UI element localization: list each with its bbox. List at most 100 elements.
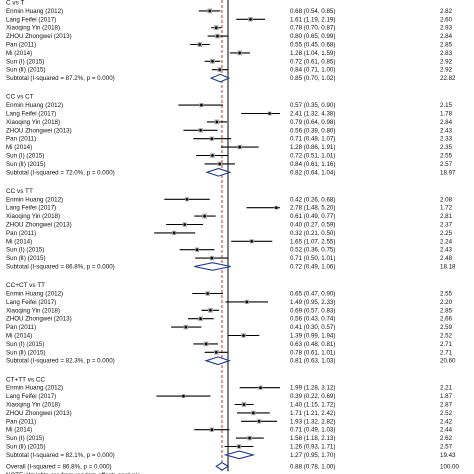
study-label: Pan (2011) [6, 136, 36, 143]
effect-text: 0.57 (0.35, 0.90) [290, 102, 335, 109]
weight-text: 2.59 [440, 324, 453, 331]
point-estimate [203, 214, 206, 218]
point-estimate [259, 386, 262, 390]
effect-text: 0.68 (0.54, 0.85) [290, 8, 335, 15]
axis-layer [221, 0, 229, 472]
study-label: Sun (Ⅱ) (2015) [6, 255, 46, 262]
study-label: Xiaoqing Yin (2018) [6, 213, 60, 220]
weight-text: 2.82 [440, 8, 453, 15]
effect-text: 0.65 (0.47, 0.90) [290, 291, 335, 298]
study-label: ZHOU Zhongwei (2013) [6, 410, 72, 417]
weight-text: 2.87 [440, 402, 453, 409]
weight-text: 2.20 [440, 299, 453, 306]
weight-text: 2.92 [440, 67, 453, 74]
point-estimate [199, 129, 202, 132]
study-label: Pan (2011) [6, 230, 36, 237]
weight-text: 2.71 [440, 341, 453, 348]
weight-text: 2.84 [440, 119, 453, 126]
effect-text: 0.85 (0.70, 1.02) [290, 75, 335, 82]
point-estimate [210, 137, 214, 140]
study-label: Pan (2011) [6, 324, 36, 331]
study-label: Sun (Ⅰ) (2015) [6, 247, 44, 254]
effect-text: 0.71 (0.49, 1.03) [290, 427, 335, 434]
weight-text: 2.42 [440, 418, 453, 425]
effect-text: 0.40 (0.27, 0.59) [290, 222, 335, 229]
effect-text: 0.56 (0.39, 0.80) [290, 127, 335, 134]
footnote: NOTE: Weights are from random effects an… [6, 472, 140, 474]
weight-text: 2.71 [440, 349, 453, 356]
point-estimate [209, 309, 212, 312]
study-label: Mi (2014) [6, 144, 32, 151]
weight-text: 2.57 [440, 444, 453, 451]
group-label: CT+TT vs CC [6, 376, 45, 383]
study-label: ZHOU Zhongwei (2013) [6, 127, 72, 134]
subtotal-label: Subtotal (I-squared = 86.8%, p = 0.000) [6, 264, 115, 271]
effect-text: 0.79 (0.64, 0.98) [290, 119, 335, 126]
point-estimate [211, 60, 214, 63]
subtotal-diamond [205, 167, 232, 177]
study-label: Enmin Huang (2012) [6, 8, 63, 15]
weight-text: 2.83 [440, 50, 453, 57]
point-estimate [275, 206, 278, 209]
effect-text: 1.28 (1.04, 1.59) [290, 50, 335, 57]
weight-text: 18.97 [440, 169, 456, 176]
point-estimate [172, 231, 176, 235]
study-label: Xiaoqing Yin (2018) [6, 119, 60, 126]
effect-text: 0.84 (0.71, 1.00) [290, 67, 335, 74]
point-estimate [257, 420, 261, 423]
study-label: Enmin Huang (2012) [6, 385, 63, 392]
point-estimate [184, 325, 188, 329]
study-label: Sun (Ⅱ) (2015) [6, 444, 46, 451]
effect-text: 0.81 (0.63, 1.03) [290, 358, 335, 365]
study-label: Sun (Ⅱ) (2015) [6, 161, 46, 168]
point-estimate [183, 223, 186, 226]
weight-text: 2.33 [440, 136, 453, 143]
effect-text: 0.69 (0.57, 0.83) [290, 307, 335, 314]
weight-text: 2.43 [440, 127, 453, 134]
study-label: Sun (Ⅰ) (2015) [6, 435, 44, 442]
study-label: Mi (2014) [6, 50, 32, 57]
study-label: Xiaoqing Yin (2018) [6, 402, 60, 409]
effect-text: 0.63 (0.48, 0.81) [290, 341, 335, 348]
subtotal-diamond [204, 356, 232, 366]
point-estimate [245, 300, 249, 304]
effect-text: 0.42 (0.26, 0.68) [290, 196, 335, 203]
effect-text: 1.49 (0.95, 2.33) [290, 299, 335, 306]
effect-text: 0.82 (0.64, 1.04) [290, 169, 335, 176]
subtotal-label: Subtotal (I-squared = 72.0%, p = 0.000) [6, 169, 115, 176]
weight-text: 2.43 [440, 247, 453, 254]
study-label: ZHOU Zhongwei (2013) [6, 222, 72, 229]
effect-text: 1.58 (1.18, 2.13) [290, 435, 335, 442]
study-label: Xiaoqing Yin (2018) [6, 25, 60, 32]
subtotal-diamond [194, 262, 231, 271]
effect-text: 1.39 (0.99, 1.94) [290, 333, 335, 340]
point-estimate [214, 26, 218, 30]
study-label: Lang Feifei (2017) [6, 111, 56, 118]
point-estimate [268, 112, 271, 115]
point-estimate [218, 68, 222, 71]
effect-text: 0.56 (0.43, 0.74) [290, 316, 335, 323]
effect-text: 0.71 (0.48, 1.07) [290, 136, 335, 143]
weight-text: 2.35 [440, 144, 453, 151]
point-estimate [198, 43, 202, 46]
study-label: Pan (2011) [6, 418, 36, 425]
effect-text: 2.78 (1.48, 5.20) [290, 205, 335, 212]
point-estimate [208, 9, 212, 13]
weight-text: 2.92 [440, 58, 453, 65]
effect-text: 0.88 (0.78, 1.00) [290, 463, 335, 470]
effect-text: 1.61 (1.19, 2.19) [290, 16, 335, 23]
weight-text: 2.44 [440, 427, 453, 434]
point-estimate [214, 351, 218, 354]
study-label: Sun (Ⅰ) (2015) [6, 58, 44, 65]
study-label: Pan (2011) [6, 42, 36, 49]
point-estimate [242, 334, 245, 337]
weight-text: 2.08 [440, 196, 453, 203]
point-estimate [215, 120, 219, 124]
point-estimate [252, 411, 255, 415]
subtotal-label: Subtotal (I-squared = 82.1%, p = 0.000) [6, 452, 115, 459]
effect-text: 1.93 (1.32, 2.82) [290, 418, 335, 425]
study-label: Mi (2014) [6, 238, 32, 245]
weight-text: 2.21 [440, 385, 453, 392]
